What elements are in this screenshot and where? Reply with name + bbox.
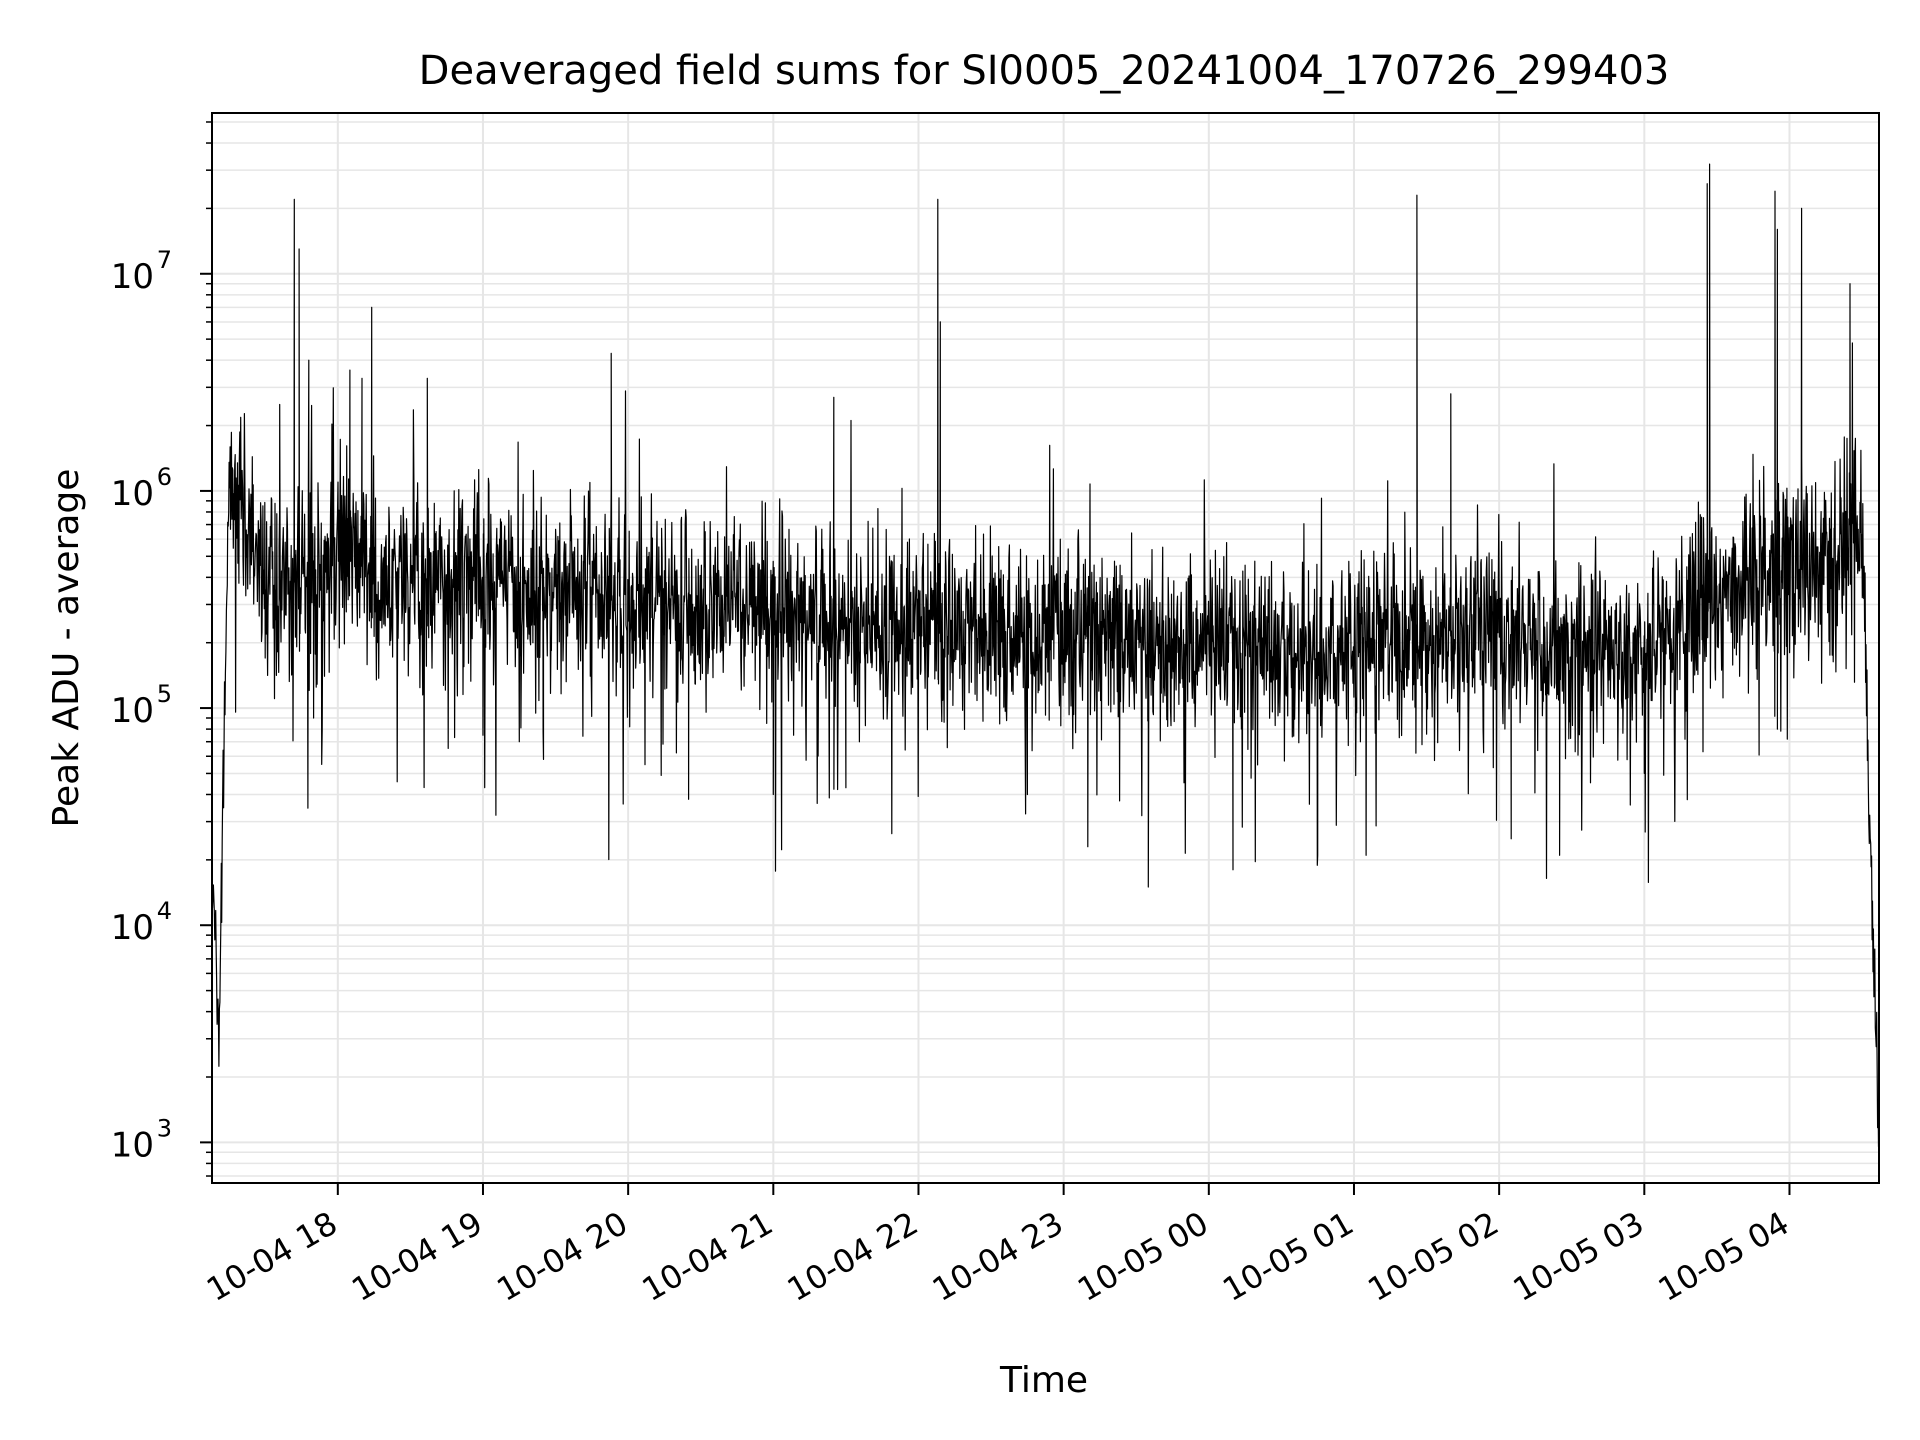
y-tick-label: 10: [111, 257, 154, 297]
chart-title: Deaveraged field sums for SI0005_2024100…: [419, 48, 1670, 94]
y-tick-label: 10: [111, 908, 154, 948]
plot-frame: [211, 112, 1880, 1184]
y-tick-label: 10: [111, 691, 154, 731]
series-line: [211, 163, 1880, 1148]
series-line-group: [211, 163, 1880, 1148]
y-tick-label: 10: [111, 474, 154, 514]
y-tick-exponent: 5: [157, 680, 172, 708]
y-tick-exponent: 7: [157, 246, 172, 274]
y-tick-exponent: 4: [157, 897, 172, 925]
x-axis-label: Time: [999, 1360, 1088, 1401]
y-tick-exponent: 6: [157, 463, 172, 491]
y-tick-label: 10: [111, 1125, 154, 1165]
y-tick-exponent: 3: [157, 1114, 172, 1142]
y-axis-label: Peak ADU - average: [46, 469, 87, 828]
